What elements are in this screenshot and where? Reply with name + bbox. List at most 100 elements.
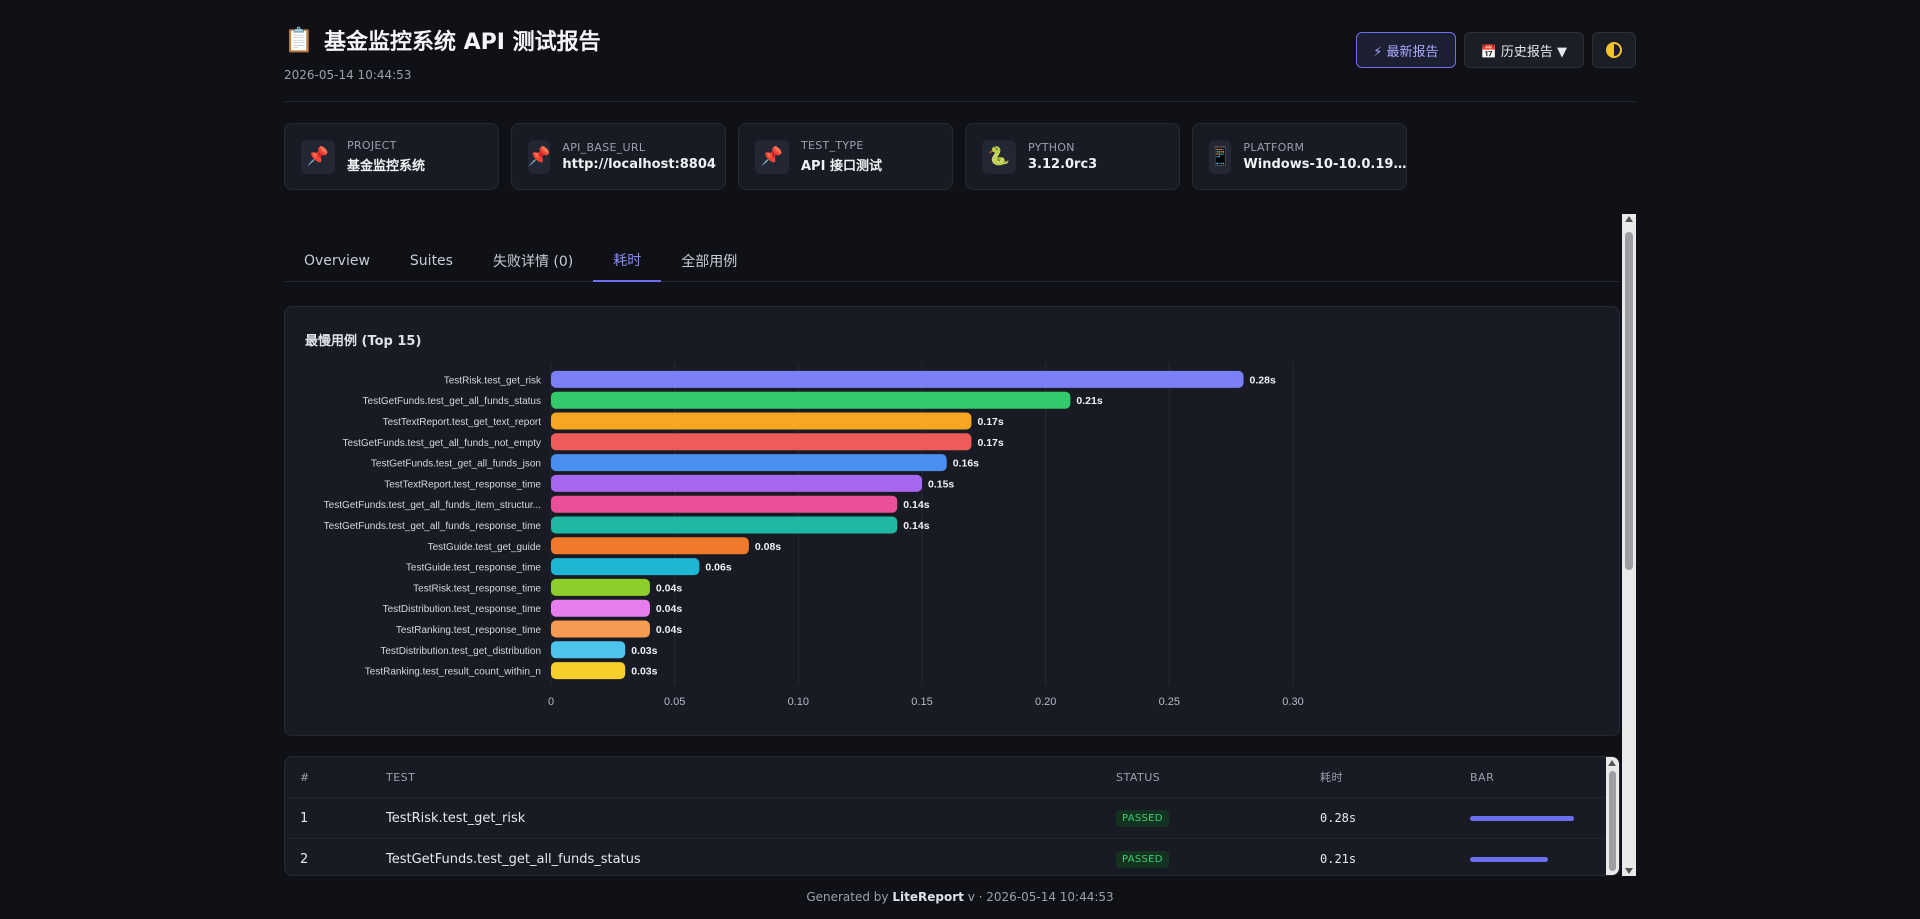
duration-bar[interactable] bbox=[551, 641, 626, 659]
y-category-label: TestGuide.test_get_guide bbox=[428, 542, 542, 553]
bar-value-label: 0.08s bbox=[755, 541, 781, 553]
theme-toggle-button[interactable] bbox=[1592, 32, 1636, 68]
content-scrollbar-thumb[interactable] bbox=[1625, 232, 1633, 570]
report-tabs: Overview Suites 失败详情 (0) 耗时 全部用例 bbox=[284, 240, 1620, 282]
duration-bar[interactable] bbox=[551, 578, 650, 596]
env-card-test-type: 📌 TEST_TYPE API 接口测试 bbox=[738, 123, 953, 190]
footer-prefix: Generated by bbox=[806, 890, 889, 904]
pin-icon: 📌 bbox=[755, 139, 789, 174]
bar-value-label: 0.04s bbox=[656, 603, 682, 615]
env-key: PROJECT bbox=[347, 139, 397, 152]
duration-bar[interactable] bbox=[551, 516, 898, 534]
table-row[interactable]: 2 TestGetFunds.test_get_all_funds_status… bbox=[285, 839, 1619, 875]
duration-bar[interactable] bbox=[551, 412, 972, 430]
duration-bar[interactable] bbox=[551, 537, 749, 555]
bar-value-label: 0.03s bbox=[631, 666, 657, 678]
scroll-up-arrow-icon[interactable] bbox=[1625, 216, 1633, 222]
y-category-label: TestGetFunds.test_get_all_funds_response… bbox=[324, 521, 542, 532]
footer-suffix: v · 2026-05-14 10:44:53 bbox=[967, 890, 1114, 904]
duration-bar[interactable] bbox=[551, 370, 1244, 388]
y-category-label: TestDistribution.test_get_distribution bbox=[380, 646, 541, 657]
bar-value-label: 0.17s bbox=[977, 437, 1003, 449]
duration-bar[interactable] bbox=[551, 558, 700, 576]
duration-bar[interactable] bbox=[551, 474, 922, 492]
bar-value-label: 0.28s bbox=[1250, 374, 1276, 386]
duration-bar[interactable] bbox=[551, 454, 947, 472]
row-test-name: TestRisk.test_get_risk bbox=[386, 810, 526, 826]
page-title: 基金监控系统 API 测试报告 bbox=[324, 30, 601, 55]
env-value: Windows-10-10.0.19… bbox=[1243, 157, 1407, 172]
report-timestamp: 2026-05-14 10:44:53 bbox=[284, 68, 412, 82]
bar-value-label: 0.14s bbox=[903, 520, 929, 532]
bar-value-label: 0.14s bbox=[903, 499, 929, 511]
footer-brand[interactable]: LiteReport bbox=[892, 890, 964, 904]
row-index: 2 bbox=[300, 851, 309, 867]
y-category-label: TestGetFunds.test_get_all_funds_status bbox=[363, 396, 541, 407]
device-icon: 📱 bbox=[1209, 139, 1232, 174]
bar-value-label: 0.03s bbox=[631, 645, 657, 657]
tab-failures[interactable]: 失败详情 (0) bbox=[492, 254, 574, 270]
column-header-status: STATUS bbox=[1116, 770, 1161, 784]
duration-bar bbox=[1470, 856, 1548, 862]
pin-icon: 📌 bbox=[528, 139, 551, 174]
bar-value-label: 0.21s bbox=[1076, 395, 1102, 407]
tab-overview[interactable]: Overview bbox=[304, 253, 370, 269]
tab-all-cases[interactable]: 全部用例 bbox=[681, 254, 738, 270]
table-header-row: # TEST STATUS 耗时 BAR bbox=[285, 757, 1619, 798]
history-report-dropdown[interactable]: 📅 历史报告 ▼ bbox=[1463, 32, 1584, 68]
duration-bar[interactable] bbox=[551, 391, 1071, 409]
latest-report-button[interactable]: ⚡ 最新报告 bbox=[1356, 32, 1456, 68]
tab-duration[interactable]: 耗时 bbox=[593, 240, 662, 282]
env-card-api-base-url: 📌 API_BASE_URL http://localhost:8804 bbox=[511, 123, 726, 190]
row-duration: 0.28s bbox=[1320, 811, 1357, 825]
x-tick-label: 0.25 bbox=[1159, 696, 1180, 708]
env-value: 基金监控系统 bbox=[347, 159, 426, 174]
row-duration: 0.21s bbox=[1320, 852, 1357, 866]
chart-title: 最慢用例 (Top 15) bbox=[305, 334, 422, 349]
duration-bar[interactable] bbox=[551, 662, 626, 680]
y-category-label: TestRisk.test_response_time bbox=[413, 583, 541, 594]
x-tick-label: 0.15 bbox=[911, 696, 932, 708]
x-tick-label: 0.20 bbox=[1035, 696, 1056, 708]
bar-value-label: 0.04s bbox=[656, 582, 682, 594]
table-scrollbar-thumb[interactable] bbox=[1609, 771, 1616, 871]
scroll-down-arrow-icon[interactable] bbox=[1625, 868, 1633, 874]
env-value: 3.12.0rc3 bbox=[1028, 157, 1098, 172]
env-card-project: 📌 PROJECT 基金监控系统 bbox=[284, 123, 499, 190]
table-scrollbar[interactable] bbox=[1606, 757, 1619, 875]
scroll-up-arrow-icon[interactable] bbox=[1608, 760, 1616, 766]
status-badge: PASSED bbox=[1116, 809, 1169, 827]
slowest-cases-chart-card: 最慢用例 (Top 15) 0 0.05 0.10 0.15 0.20 0.25 0.30 T… bbox=[284, 306, 1620, 736]
table-row[interactable]: 1 TestRisk.test_get_risk PASSED 0.28s bbox=[285, 798, 1619, 839]
slowest-cases-bar-chart: 0 0.05 0.10 0.15 0.20 0.25 0.30 TestRisk.test_g… bbox=[324, 363, 1304, 708]
tab-suites[interactable]: Suites bbox=[409, 253, 453, 269]
row-test-name: TestGetFunds.test_get_all_funds_status bbox=[386, 851, 641, 867]
env-key: TEST_TYPE bbox=[801, 139, 864, 152]
y-category-label: TestTextReport.test_response_time bbox=[384, 479, 541, 490]
environment-cards: 📌 PROJECT 基金监控系统 📌 API_BASE_URL http://loc… bbox=[284, 123, 1407, 190]
x-tick-label: 0.05 bbox=[664, 696, 685, 708]
bar-value-label: 0.06s bbox=[705, 562, 731, 574]
env-key: API_BASE_URL bbox=[562, 141, 646, 154]
header-actions: ⚡ 最新报告 📅 历史报告 ▼ bbox=[1356, 32, 1636, 68]
duration-bar bbox=[1470, 815, 1574, 821]
clipboard-icon: 📋 bbox=[284, 26, 314, 54]
y-category-label: TestGetFunds.test_get_all_funds_not_empt… bbox=[343, 438, 541, 449]
column-header-index: # bbox=[300, 770, 310, 784]
bar-value-label: 0.16s bbox=[953, 458, 979, 470]
y-category-label: TestGetFunds.test_get_all_funds_item_str… bbox=[324, 500, 541, 511]
bar-value-label: 0.04s bbox=[656, 624, 682, 636]
duration-bar[interactable] bbox=[551, 495, 898, 513]
duration-bar[interactable] bbox=[551, 599, 650, 617]
duration-bar[interactable] bbox=[551, 433, 972, 451]
bar-value-label: 0.15s bbox=[928, 478, 954, 490]
status-badge: PASSED bbox=[1116, 850, 1169, 868]
row-index: 1 bbox=[300, 810, 309, 826]
content-scrollbar[interactable] bbox=[1622, 214, 1636, 876]
env-card-python: 🐍 PYTHON 3.12.0rc3 bbox=[965, 123, 1180, 190]
env-card-platform: 📱 PLATFORM Windows-10-10.0.19… bbox=[1192, 123, 1407, 190]
env-value: API 接口测试 bbox=[801, 159, 882, 174]
env-key: PLATFORM bbox=[1243, 141, 1305, 154]
y-category-label: TestRisk.test_get_risk bbox=[444, 375, 542, 386]
duration-bar[interactable] bbox=[551, 620, 650, 638]
